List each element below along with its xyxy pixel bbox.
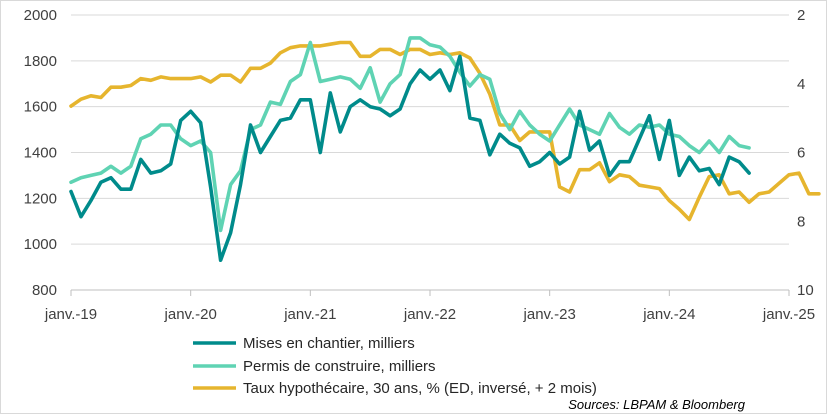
right-tick-label: 4 xyxy=(797,76,805,93)
legend: Mises en chantier, milliers Permis de con… xyxy=(193,335,597,397)
x-tick-label: janv.-24 xyxy=(642,306,695,323)
right-tick-label: 8 xyxy=(797,213,805,230)
x-tick-label: janv.-20 xyxy=(164,306,217,323)
axes: 800 1000 1200 1400 1600 1800 2000 2 4 6 8 10 janv.-1… xyxy=(24,7,816,323)
left-tick-label: 1200 xyxy=(24,190,57,207)
source-note: Sources: LBPAM & Bloomberg xyxy=(568,397,746,412)
x-tick-label: janv.-19 xyxy=(44,306,97,323)
left-tick-label: 1400 xyxy=(24,145,57,162)
x-tick-label: janv.-21 xyxy=(283,306,336,323)
right-tick-label: 10 xyxy=(797,282,814,299)
left-tick-label: 1600 xyxy=(24,99,57,116)
series-lines xyxy=(69,36,821,263)
series-line-3 xyxy=(69,40,821,222)
left-tick-label: 2000 xyxy=(24,7,57,24)
x-tick-label: janv.-25 xyxy=(762,306,815,323)
x-tick-label: janv.-22 xyxy=(403,306,456,323)
x-tick-label: janv.-23 xyxy=(523,306,576,323)
left-tick-label: 1000 xyxy=(24,236,57,253)
series-line-2 xyxy=(69,36,751,233)
legend-label-3: Taux hypothécaire, 30 ans, % (ED, invers… xyxy=(243,380,597,397)
legend-label-2: Permis de construire, milliers xyxy=(243,358,436,375)
left-tick-label: 800 xyxy=(32,282,57,299)
right-tick-label: 6 xyxy=(797,145,805,162)
series-line-1 xyxy=(69,54,751,263)
legend-label-1: Mises en chantier, milliers xyxy=(243,335,415,352)
right-tick-label: 2 xyxy=(797,7,805,24)
left-tick-label: 1800 xyxy=(24,53,57,70)
